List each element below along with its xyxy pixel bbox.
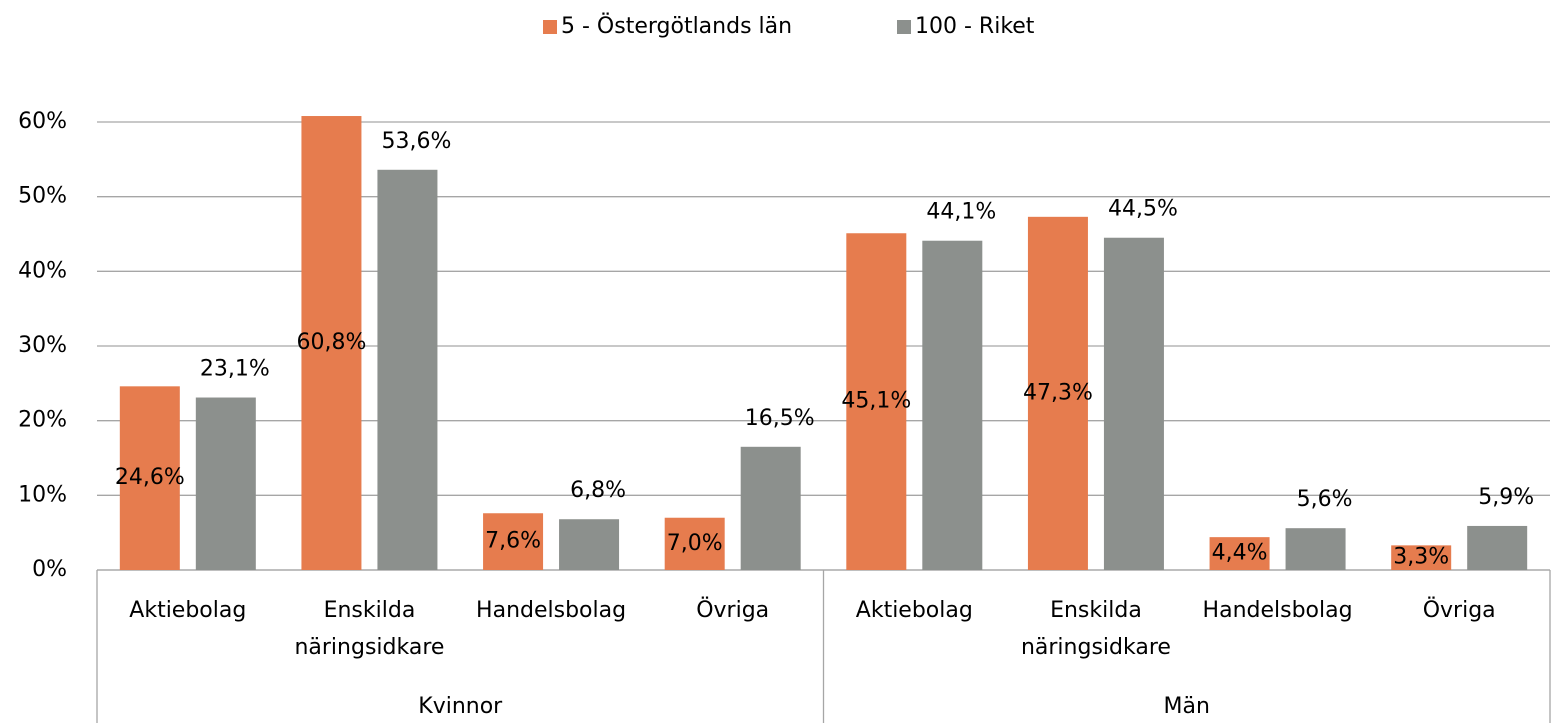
bar	[846, 233, 907, 570]
data-label: 16,5%	[745, 406, 815, 431]
bar	[1027, 216, 1088, 570]
bar	[922, 240, 983, 570]
bar	[1285, 528, 1346, 570]
y-tick-label: 30%	[18, 333, 67, 358]
data-label: 44,1%	[926, 200, 996, 225]
bar	[377, 169, 438, 570]
group-label: Män	[1163, 694, 1210, 719]
data-label: 7,0%	[667, 531, 723, 556]
legend-label: 5 - Östergötlands län	[561, 13, 792, 39]
bar	[740, 446, 801, 570]
y-tick-label: 20%	[18, 408, 67, 433]
data-label: 23,1%	[200, 357, 270, 382]
y-tick-label: 50%	[18, 184, 67, 209]
legend-swatch	[543, 20, 557, 34]
x-tick-label: Aktiebolag	[129, 598, 247, 623]
data-label: 4,4%	[1212, 541, 1268, 566]
legend-label: 100 - Riket	[915, 14, 1035, 39]
y-tick-label: 0%	[32, 557, 67, 582]
x-tick-label: Övriga	[696, 598, 770, 623]
x-tick-label: Enskilda näringsidkare	[1020, 598, 1171, 660]
bar	[195, 397, 256, 570]
group-label: Kvinnor	[418, 694, 503, 719]
data-label: 47,3%	[1023, 380, 1093, 405]
x-tick-label: Enskilda näringsidkare	[294, 598, 445, 660]
x-tick-label: Övriga	[1422, 598, 1496, 623]
bar	[301, 116, 362, 570]
x-tick-label: Handelsbolag	[476, 598, 627, 623]
y-tick-label: 60%	[18, 109, 67, 134]
data-label: 6,8%	[570, 478, 626, 503]
bar	[1391, 545, 1452, 570]
data-label: 53,6%	[381, 129, 451, 154]
bar	[483, 513, 544, 570]
bar	[119, 386, 180, 570]
x-tick-label: Handelsbolag	[1202, 598, 1353, 623]
data-label: 24,6%	[115, 465, 185, 490]
data-label: 45,1%	[841, 389, 911, 414]
legend-swatch	[897, 20, 911, 34]
data-label: 5,9%	[1478, 485, 1534, 510]
bar	[664, 517, 725, 570]
bar	[1467, 525, 1528, 570]
bar	[559, 519, 620, 570]
data-label: 5,6%	[1297, 487, 1353, 512]
bar	[1103, 237, 1164, 570]
data-label: 3,3%	[1393, 545, 1449, 570]
x-tick-label: Aktiebolag	[855, 598, 973, 623]
bar	[1209, 537, 1270, 570]
data-label: 60,8%	[296, 330, 366, 355]
data-label: 44,5%	[1108, 197, 1178, 222]
data-label: 7,6%	[485, 529, 541, 554]
y-tick-label: 10%	[18, 482, 67, 507]
y-tick-label: 40%	[18, 258, 67, 283]
